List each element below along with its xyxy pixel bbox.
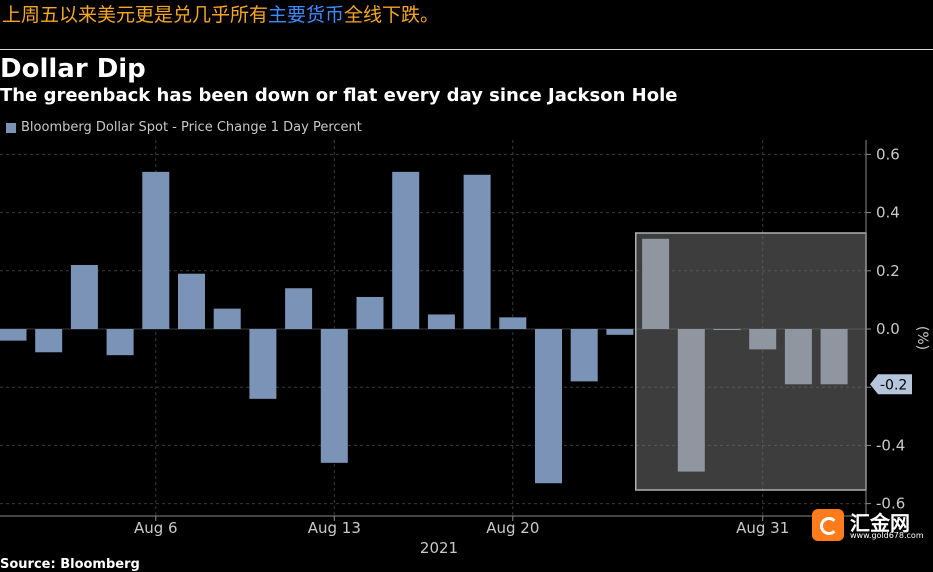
bar-Aug 13	[356, 296, 384, 329]
bar-Aug 10	[249, 329, 277, 399]
legend-label: Bloomberg Dollar Spot - Price Change 1 D…	[21, 120, 362, 135]
bar-Aug 6	[178, 273, 205, 329]
y-tick-label: -0.4	[876, 436, 905, 454]
bar-Aug 9	[213, 308, 241, 329]
y-tick-label: 0.0	[876, 320, 900, 338]
bar-Aug 4	[106, 329, 134, 356]
bar-Aug 16	[392, 171, 420, 329]
legend-swatch	[6, 122, 16, 133]
chart-subtitle: The greenback has been down or flat ever…	[0, 85, 678, 106]
watermark-name: 汇金网	[850, 511, 910, 535]
jackson-hole-highlight-box	[635, 232, 867, 491]
x-axis-year-label: 2021	[420, 539, 458, 557]
watermark-url: www.gold678.com	[850, 531, 924, 540]
x-tick-label: Aug 13	[308, 519, 361, 537]
bar-Aug 2	[35, 329, 63, 353]
bar-Aug 24	[606, 329, 634, 335]
last-value-marker	[870, 374, 912, 395]
y-tick-label: -0.6	[876, 495, 905, 513]
bar-Aug 5	[142, 171, 170, 329]
chart-legend: Bloomberg Dollar Spot - Price Change 1 D…	[6, 120, 362, 135]
bar-Aug 3	[70, 264, 98, 329]
headline-link-major-currencies[interactable]: 主要货币	[268, 4, 345, 26]
x-tick-label: Aug 6	[134, 519, 178, 537]
bar-Aug 12	[320, 329, 348, 463]
x-tick-label: Aug 31	[736, 519, 789, 537]
bar-Jul 30	[0, 329, 27, 341]
bar-Aug 19	[499, 317, 527, 329]
y-tick-label: 0.6	[876, 145, 900, 163]
watermark: 汇金网 www.gold678.com	[812, 505, 928, 543]
bar-Aug 20	[535, 329, 562, 484]
bar-Aug 18	[463, 174, 491, 329]
chart-title: Dollar Dip	[0, 54, 146, 84]
bar-Aug 11	[285, 288, 313, 329]
watermark-logo-icon	[812, 509, 844, 541]
headline-part1: 上周五以来美元更是兑几乎所有	[2, 4, 269, 26]
y-tick-label: 0.2	[876, 262, 900, 280]
x-tick-label: Aug 20	[486, 519, 539, 537]
bar-Aug 23	[570, 329, 598, 382]
chart-source: Source: Bloomberg	[0, 557, 140, 572]
last-value-label: -0.2	[880, 377, 907, 393]
headline-part3: 全线下跌。	[344, 4, 440, 26]
headline-text: 上周五以来美元更是兑几乎所有主要货币全线下跌。	[2, 2, 439, 28]
y-tick-label: 0.4	[876, 204, 900, 222]
bar-Aug 17	[427, 314, 455, 329]
y-axis-label: (%)	[914, 326, 930, 350]
top-divider	[0, 49, 933, 50]
